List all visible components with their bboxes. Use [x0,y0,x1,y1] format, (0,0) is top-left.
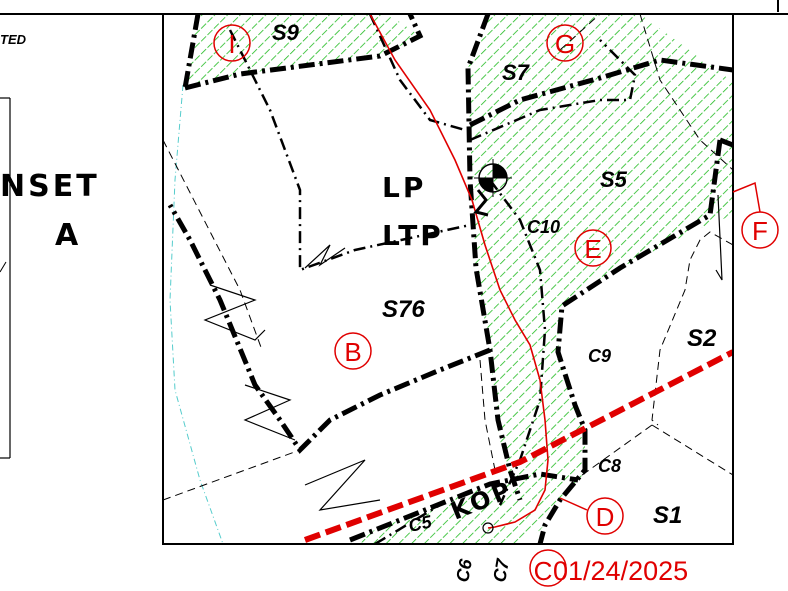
inset-letter: A [55,218,81,253]
zone-s7-s5 [468,14,733,510]
section-s9: S9 [272,20,300,45]
zone-s9 [185,14,420,88]
section-s2: S2 [687,325,717,352]
marker-b: B [334,332,372,370]
well-path [369,14,549,529]
section-s1: S1 [653,502,682,529]
header-text: TED [0,32,27,47]
date-stamp: 01/24/2025 [553,556,688,586]
heavy-boundaries [167,14,733,544]
inset-title: NSET [0,169,100,204]
svg-text:B: B [344,337,361,367]
cyan-boundary [169,84,224,544]
lp-symbol [473,159,512,217]
course-c5: C5 [407,511,435,536]
section-s7: S7 [502,60,531,85]
ltp-label: LTP [382,219,444,252]
svg-text:C: C [534,556,553,586]
svg-text:I: I [228,29,235,59]
course-c6: C6 [452,557,476,584]
marker-i: I [213,24,251,62]
svg-text:E: E [584,234,601,264]
marker-f: F [732,181,779,249]
lp-label: LP [382,171,426,204]
svg-text:F: F [752,216,768,246]
svg-text:G: G [555,29,575,59]
marker-e: E [574,229,612,267]
course-c7: C7 [489,557,513,584]
inset-box-mark [0,261,7,273]
map-frame [162,13,734,545]
section-s76: S76 [382,296,425,323]
svg-text:D: D [596,502,615,532]
red-dashed-line [303,349,733,543]
marker-d: D [559,497,624,535]
marker-c: C [529,549,567,587]
course-c8: C8 [598,456,621,476]
zone-kop [350,474,578,544]
course-c10: C10 [527,217,560,237]
break-symbols [203,194,723,511]
course-c9: C9 [588,346,611,366]
marker-g: G [546,24,584,62]
section-s5: S5 [600,167,628,192]
kop-circle [482,522,494,534]
